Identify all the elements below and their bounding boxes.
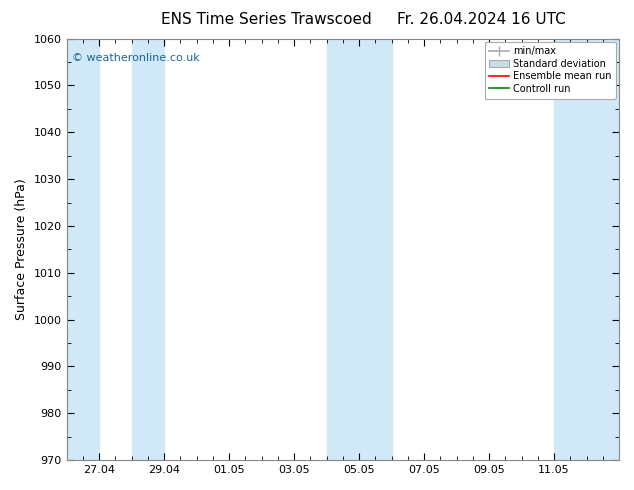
Y-axis label: Surface Pressure (hPa): Surface Pressure (hPa) bbox=[15, 178, 28, 320]
Bar bbox=[554, 39, 619, 460]
Text: ENS Time Series Trawscoed: ENS Time Series Trawscoed bbox=[161, 12, 372, 27]
Bar bbox=[131, 39, 164, 460]
Bar bbox=[327, 39, 392, 460]
Bar bbox=[67, 39, 99, 460]
Text: © weatheronline.co.uk: © weatheronline.co.uk bbox=[72, 53, 200, 63]
Legend: min/max, Standard deviation, Ensemble mean run, Controll run: min/max, Standard deviation, Ensemble me… bbox=[484, 42, 616, 98]
Text: Fr. 26.04.2024 16 UTC: Fr. 26.04.2024 16 UTC bbox=[398, 12, 566, 27]
